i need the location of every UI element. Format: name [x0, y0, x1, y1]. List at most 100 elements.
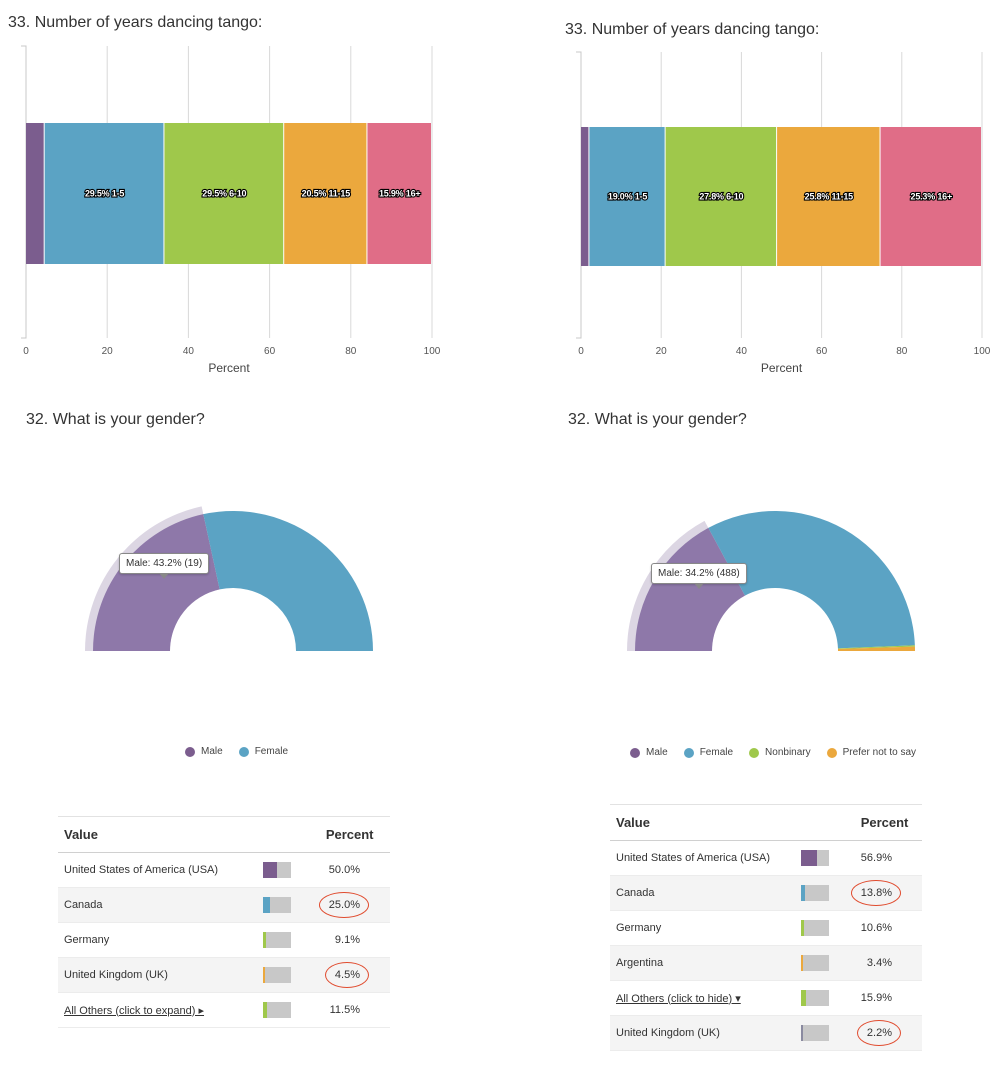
gender-title-right: 32. What is your gender?: [568, 411, 747, 428]
legend-item[interactable]: Female: [238, 746, 288, 757]
donut-slice: [203, 510, 373, 651]
x-axis-label: Percent: [208, 361, 250, 375]
mini-bar-fill: [263, 862, 278, 878]
circled-percent: 25.0%: [318, 892, 370, 918]
legend-label: Nonbinary: [765, 747, 811, 758]
percent-cell: 9.1%: [309, 922, 390, 958]
mini-bar-cell: [795, 945, 848, 981]
expand-others-link[interactable]: All Others (click to hide) ▾: [616, 992, 741, 1005]
country-cell: Canada: [58, 887, 258, 923]
gender-legend-right: Male Female Nonbinary Prefer not to say: [630, 747, 916, 758]
value-column-header: Value: [58, 816, 310, 853]
table-row[interactable]: All Others (click to hide) ▾ 15.9%: [610, 980, 922, 1016]
country-cell: Germany: [58, 922, 258, 958]
mini-bar-fill: [801, 1025, 804, 1041]
table-row: Germany 10.6%: [610, 910, 922, 946]
percent-value: 50.0%: [328, 864, 360, 876]
mini-bar: [801, 920, 830, 936]
mini-bar: [801, 850, 830, 866]
x-tick-label: 0: [23, 346, 29, 357]
x-tick-label: 80: [896, 346, 908, 357]
x-tick-label: 100: [424, 346, 441, 357]
gender-legend-left: Male Female: [185, 746, 288, 757]
highlight-halo: [627, 520, 745, 651]
percent-cell: 13.8%: [847, 875, 922, 911]
country-cell: United States of America (USA): [610, 840, 796, 876]
legend-dot-icon: [630, 747, 640, 758]
percent-value: 10.6%: [860, 922, 892, 934]
country-cell: United States of America (USA): [58, 852, 258, 888]
country-table-left: Value Percent United States of America (US…: [58, 816, 390, 1028]
mini-bar: [263, 897, 292, 913]
table-header-row: Value Percent: [58, 816, 390, 853]
bar-segment: [581, 127, 589, 266]
country-cell: Argentina: [610, 945, 796, 981]
bar-segment-label: 15.9% 16+: [379, 189, 421, 199]
x-tick-label: 60: [816, 346, 828, 357]
mini-bar-fill: [263, 967, 266, 983]
table-row: United Kingdom (UK) 2.2%: [610, 1015, 922, 1051]
circled-percent: 4.5%: [324, 962, 370, 988]
legend-dot-icon: [185, 746, 195, 757]
mini-bar: [801, 1025, 830, 1041]
gender-title-left: 32. What is your gender?: [26, 411, 205, 428]
legend-item[interactable]: Male: [630, 747, 668, 758]
percent-cell: 3.4%: [847, 945, 922, 981]
country-cell: United Kingdom (UK): [610, 1015, 796, 1051]
legend-item[interactable]: Female: [683, 747, 733, 758]
mini-bar: [801, 990, 830, 1006]
mini-bar: [801, 885, 830, 901]
value-column-header: Value: [610, 804, 848, 841]
highlight-halo: [85, 506, 220, 651]
mini-bar: [263, 862, 292, 878]
country-cell: All Others (click to hide) ▾: [610, 980, 796, 1016]
legend-item[interactable]: Prefer not to say: [826, 747, 917, 758]
mini-bar-cell: [795, 980, 848, 1016]
country-cell: Germany: [610, 910, 796, 946]
mini-bar-fill: [801, 920, 805, 936]
percent-cell: 11.5%: [309, 992, 390, 1028]
mini-bar-cell: [257, 887, 310, 923]
mini-bar-fill: [801, 990, 806, 1006]
y-axis-line: [21, 45, 27, 339]
legend-dot-icon: [683, 747, 694, 758]
x-tick-label: 60: [264, 346, 276, 357]
percent-value: 9.1%: [334, 934, 360, 946]
percent-value: 3.4%: [866, 957, 892, 969]
x-tick-label: 80: [345, 346, 357, 357]
percent-column-header: Percent: [309, 816, 390, 853]
legend-dot-icon: [826, 747, 837, 758]
percent-cell: 25.0%: [309, 887, 390, 923]
table-row: United Kingdom (UK) 4.5%: [58, 957, 390, 993]
donut-slice: [837, 646, 915, 651]
table-row: United States of America (USA) 56.9%: [610, 840, 922, 876]
mini-bar-fill: [801, 955, 804, 971]
country-cell: United Kingdom (UK): [58, 957, 258, 993]
legend-item[interactable]: Nonbinary: [749, 747, 811, 758]
bar-segment: [880, 127, 981, 266]
bar-segment: [284, 123, 367, 264]
x-tick-label: 0: [578, 346, 584, 357]
percent-cell: 4.5%: [309, 957, 390, 993]
percent-cell: 50.0%: [309, 852, 390, 888]
expand-others-link[interactable]: All Others (click to expand) ▸: [64, 1004, 205, 1017]
bar-segment: [367, 123, 431, 264]
mini-bar: [801, 955, 830, 971]
bar-segment: [777, 127, 880, 266]
bar-segment-label: 29.5% 1-5: [85, 189, 124, 199]
mini-bar-fill: [263, 897, 271, 913]
legend-item[interactable]: Male: [185, 746, 223, 757]
mini-bar-cell: [795, 1015, 848, 1051]
bar-segment-label: 27.8% 6-10: [699, 192, 743, 202]
y-axis-line: [576, 51, 582, 339]
legend-label: Male: [201, 746, 223, 757]
legend-dot-icon: [749, 747, 760, 758]
table-row[interactable]: All Others (click to expand) ▸ 11.5%: [58, 992, 390, 1028]
male-tooltip-left: Male: 43.2% (19): [119, 553, 210, 579]
percent-column-header: Percent: [847, 804, 922, 841]
x-axis-label: Percent: [761, 361, 803, 375]
bar-segment-label: 20.5% 11-15: [302, 189, 351, 199]
legend-label: Prefer not to say: [842, 747, 917, 758]
country-table-right: Value Percent United States of America (US…: [610, 804, 922, 1051]
mini-bar: [263, 1002, 292, 1018]
